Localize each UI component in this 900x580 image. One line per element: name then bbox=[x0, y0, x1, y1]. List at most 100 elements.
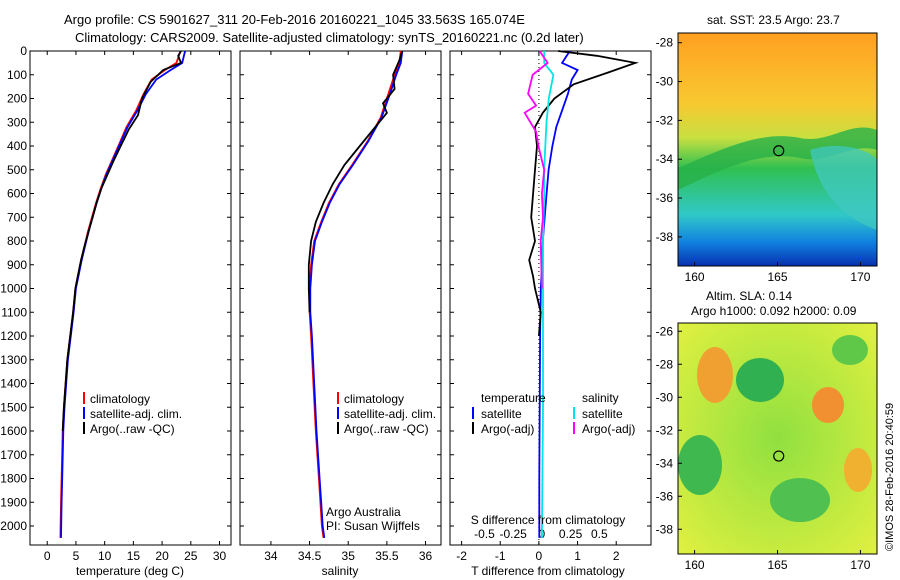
sla-map-title: Altim. SLA: 0.14 bbox=[706, 289, 792, 303]
salinity-xlabel: salinity bbox=[322, 564, 359, 578]
map-x-tick-label: 170 bbox=[850, 270, 870, 284]
y-tick-label: 1500 bbox=[0, 400, 27, 414]
credit-pi: PI: Susan Wijffels bbox=[326, 519, 420, 533]
sla-low-patch bbox=[832, 335, 868, 365]
y-tick-label: 0 bbox=[20, 44, 27, 58]
series-line-satellite bbox=[538, 50, 579, 538]
x-tick-label: 0 bbox=[44, 549, 51, 563]
legend-label-t-argo: Argo(-adj) bbox=[481, 422, 534, 436]
panel-difference-frame bbox=[449, 50, 652, 546]
sla-low-patch bbox=[736, 358, 784, 402]
sst-axes: 160 165 170 -28 -30 -32 -34 -36 -38 bbox=[656, 36, 871, 284]
map-x-tick-label: 170 bbox=[850, 558, 870, 572]
y-tick-label: 1900 bbox=[0, 495, 27, 509]
map-y-tick-label: -32 bbox=[656, 423, 674, 437]
map-y-tick-label: -28 bbox=[656, 357, 674, 371]
difference-xlabel: T difference from climatology bbox=[471, 564, 625, 578]
map-y-tick-label: -38 bbox=[656, 230, 674, 244]
x-tick-label: 20 bbox=[155, 549, 169, 563]
x-tick-label: -2 bbox=[456, 549, 467, 563]
y-tick-label: 2000 bbox=[0, 519, 27, 533]
series-line-argo-adj- bbox=[523, 50, 549, 289]
series-line-climatology bbox=[308, 50, 402, 539]
x-tick-label-salinity: 0.5 bbox=[591, 527, 608, 541]
y-tick-label: 600 bbox=[7, 187, 27, 201]
map-y-tick-label: -34 bbox=[656, 152, 674, 166]
temperature-xlabel: temperature (deg C) bbox=[76, 564, 184, 578]
x-tick-label-salinity: -0.5 bbox=[474, 527, 495, 541]
y-tick-label: 1800 bbox=[0, 472, 27, 486]
map-x-tick-label: 165 bbox=[767, 270, 787, 284]
map-x-tick-label: 160 bbox=[685, 558, 705, 572]
argo-location-marker bbox=[773, 145, 785, 157]
map-y-tick-label: -28 bbox=[656, 36, 674, 50]
legend-salinity: climatology satellite-adj. clim. Argo(..… bbox=[337, 392, 436, 436]
map-x-tick-label: 160 bbox=[685, 270, 705, 284]
y-tick-label: 500 bbox=[7, 163, 27, 177]
panel-temperature-frame bbox=[29, 50, 232, 546]
legend-temperature: climatology satellite-adj. clim. Argo(..… bbox=[83, 392, 182, 436]
sla-high-patch bbox=[812, 387, 844, 423]
map-y-tick-label: -32 bbox=[656, 113, 674, 127]
sla-axes: 160 165 170 -26 -28 -30 -32 -34 -36 -38 bbox=[656, 324, 871, 572]
x-tick-label: 35.5 bbox=[375, 549, 399, 563]
x-tick-label-salinity: -0.25 bbox=[499, 527, 527, 541]
credit-argo-australia: Argo Australia bbox=[326, 505, 401, 519]
x-tick-label: 2 bbox=[613, 549, 620, 563]
series-line-satellite-adj-clim- bbox=[60, 50, 186, 538]
title-line-2: Climatology: CARS2009. Satellite-adjuste… bbox=[75, 30, 584, 45]
map-x-tick-label: 165 bbox=[767, 558, 787, 572]
x-tick-label: 10 bbox=[98, 549, 112, 563]
y-tick-label: 700 bbox=[7, 210, 27, 224]
map-y-tick-label: -30 bbox=[656, 390, 674, 404]
legend-label-climatology: climatology bbox=[90, 392, 150, 406]
sla-low-patch bbox=[770, 478, 830, 522]
sst-cool-patch bbox=[810, 145, 877, 230]
imos-credit: ©IMOS 28-Feb-2016 20:40:59 bbox=[884, 403, 896, 551]
map-y-tick-label: -36 bbox=[656, 191, 674, 205]
legend-label-satellite: satellite-adj. clim. bbox=[344, 407, 436, 421]
series-line-climatology bbox=[59, 50, 182, 538]
map-y-tick-label: -38 bbox=[656, 522, 674, 536]
x-tick-label: 30 bbox=[213, 549, 227, 563]
x-tick-label: 0 bbox=[536, 549, 543, 563]
series-layer bbox=[59, 50, 639, 539]
y-tick-label: 1300 bbox=[0, 353, 27, 367]
sst-map-title: sat. SST: 23.5 Argo: 23.7 bbox=[707, 13, 840, 27]
legend-label-climatology: climatology bbox=[344, 392, 404, 406]
x-tick-label: 34.5 bbox=[298, 549, 322, 563]
y-tick-label: 800 bbox=[7, 234, 27, 248]
x-tick-label: 34 bbox=[264, 549, 278, 563]
legend-difference: temperature satellite Argo(-adj) salinit… bbox=[472, 391, 635, 436]
x-tick-label: 36 bbox=[419, 549, 433, 563]
legend-label-satellite: satellite-adj. clim. bbox=[90, 407, 182, 421]
y-tick-label: 1200 bbox=[0, 329, 27, 343]
legend-label-argo: Argo(..raw -QC) bbox=[90, 422, 175, 436]
sla-high-patch bbox=[697, 347, 733, 403]
sst-front bbox=[678, 127, 877, 190]
y-tick-label: 1100 bbox=[1, 305, 27, 319]
y-tick-label: 200 bbox=[7, 92, 27, 106]
series-line-argo-raw-qc- bbox=[307, 50, 404, 313]
y-tick-label: 900 bbox=[7, 258, 27, 272]
legend-label-s-satellite: satellite bbox=[582, 407, 623, 421]
y-tick-label: 300 bbox=[7, 115, 27, 129]
y-tick-label: 1000 bbox=[0, 282, 27, 296]
x-tick-label: 1 bbox=[574, 549, 581, 563]
y-tick-label: 1600 bbox=[0, 424, 27, 438]
y-tick-label: 1700 bbox=[0, 448, 27, 462]
map-y-tick-label: -26 bbox=[656, 324, 674, 338]
y-tick-label: 100 bbox=[7, 68, 27, 82]
series-line-satellite-adj-clim- bbox=[309, 50, 404, 539]
legend-label-s-argo: Argo(-adj) bbox=[582, 422, 635, 436]
panel-salinity-frame bbox=[239, 50, 442, 546]
x-tick-label: 15 bbox=[127, 549, 141, 563]
sla-map bbox=[677, 322, 878, 555]
x-tick-label-salinity: 0.25 bbox=[559, 527, 583, 541]
y-tick-label: 1400 bbox=[0, 377, 27, 391]
map-y-tick-label: -36 bbox=[656, 489, 674, 503]
x-tick-label: 5 bbox=[73, 549, 80, 563]
axes-layer: 0100200300400500600700800900100011001200… bbox=[0, 44, 651, 563]
legend-label-t-satellite: satellite bbox=[481, 407, 522, 421]
